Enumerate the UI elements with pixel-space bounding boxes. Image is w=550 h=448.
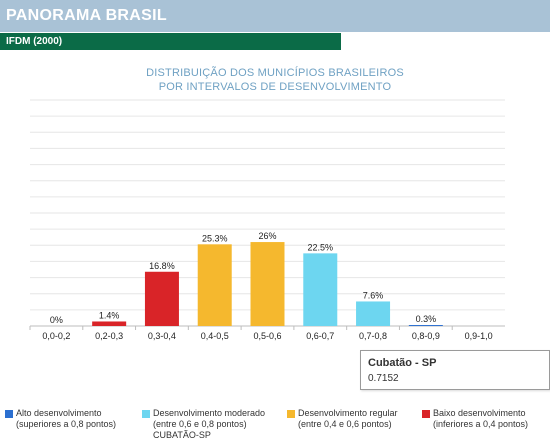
page-header: PANORAMA BRASIL — [0, 0, 550, 32]
bar-0,3-0,4[interactable] — [144, 271, 179, 326]
x-tick-label: 0,7-0,8 — [359, 331, 387, 341]
chart-tooltip: Cubatão - SP 0.7152 — [360, 350, 550, 390]
bar-0,2-0,3[interactable] — [92, 321, 127, 326]
chart-title-line-1: DISTRIBUIÇÃO DOS MUNICÍPIOS BRASILEIROS — [146, 67, 404, 79]
legend-note: CUBATÃO-SP — [153, 430, 211, 440]
x-tick-label: 0,2-0,3 — [95, 331, 123, 341]
x-tick-label: 0,3-0,4 — [148, 331, 176, 341]
legend-range: (entre 0,4 e 0,6 pontos) — [298, 419, 392, 429]
chart-legend: Alto desenvolvimento (superiores a 0,8 p… — [0, 408, 550, 448]
data-label-0,8-0,9: 0.3% — [416, 314, 437, 324]
data-label-0,2-0,3: 1.4% — [99, 310, 120, 320]
legend-label: Desenvolvimento regular — [298, 408, 398, 418]
section-label: IFDM (2000) — [6, 36, 63, 47]
data-label-0,0-0,2: 0% — [50, 315, 63, 325]
legend-swatch-regular — [287, 410, 295, 418]
bar-0,6-0,7[interactable] — [303, 253, 338, 326]
bar-0,8-0,9[interactable] — [408, 325, 443, 326]
legend-range: (inferiores a 0,4 pontos) — [433, 419, 529, 429]
x-tick-label: 0,0-0,2 — [42, 331, 70, 341]
chart-title-line-2: POR INTERVALOS DE DESENVOLVIMENTO — [158, 81, 392, 93]
legend-label: Desenvolvimento moderado — [153, 408, 266, 418]
tooltip-value: 0.7152 — [368, 373, 399, 384]
legend-swatch-moderate — [142, 410, 150, 418]
data-label-0,6-0,7: 22.5% — [308, 242, 334, 252]
x-tick-label: 0,8-0,9 — [412, 331, 440, 341]
data-label-0,4-0,5: 25.3% — [202, 233, 228, 243]
legend-label: Baixo desenvolvimento — [433, 408, 526, 418]
x-tick-label: 0,4-0,5 — [201, 331, 229, 341]
data-label-0,7-0,8: 7.6% — [363, 290, 384, 300]
x-tick-label: 0,9-1,0 — [465, 331, 493, 341]
data-label-0,5-0,6: 26% — [258, 231, 276, 241]
bar-0,5-0,6[interactable] — [250, 242, 285, 326]
x-tick-label: 0,6-0,7 — [306, 331, 334, 341]
legend-swatch-high — [5, 410, 13, 418]
x-tick-label: 0,5-0,6 — [253, 331, 281, 341]
legend-range: (entre 0,6 e 0,8 pontos) — [153, 419, 247, 429]
bar-0,4-0,5[interactable] — [197, 244, 232, 326]
section-bar: IFDM (2000) — [0, 33, 341, 50]
bar-0,7-0,8[interactable] — [356, 301, 391, 326]
legend-range: (superiores a 0,8 pontos) — [16, 419, 117, 429]
page-title: PANORAMA BRASIL — [6, 7, 167, 24]
tooltip-title: Cubatão - SP — [368, 357, 437, 369]
legend-label: Alto desenvolvimento — [16, 408, 102, 418]
legend-swatch-low — [422, 410, 430, 418]
data-label-0,3-0,4: 16.8% — [149, 261, 175, 271]
